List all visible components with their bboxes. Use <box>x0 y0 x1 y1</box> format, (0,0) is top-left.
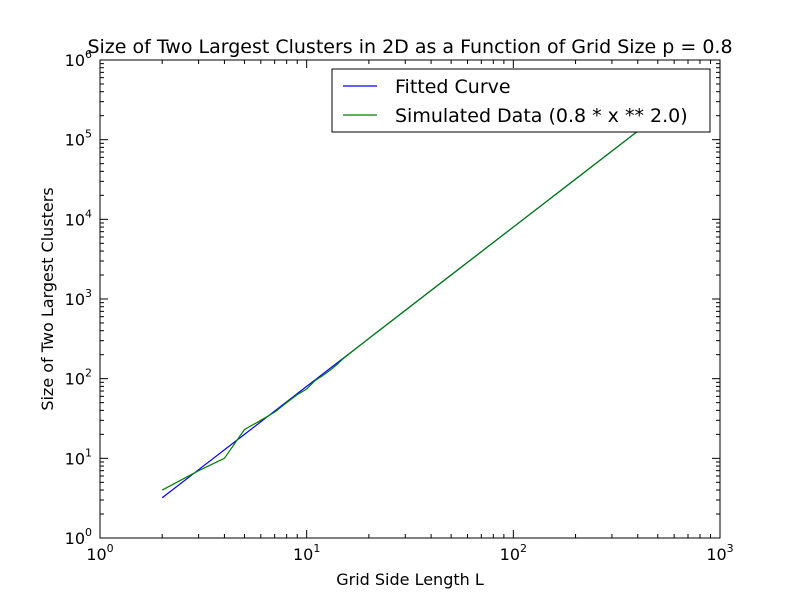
x-axis-label: Grid Side Length L <box>336 570 484 589</box>
series-line-simulated-data-0-8-x-2-0 <box>161 115 659 491</box>
y-tick-label: 102 <box>65 367 92 389</box>
y-tick-label: 103 <box>65 287 92 309</box>
ticks-layer: 100 101 102 103 100 101 102 103 104 105 106 <box>65 48 734 564</box>
legend: Fitted Curve Simulated Data (0.8 * x ** … <box>331 68 711 133</box>
x-tick-label: 103 <box>706 542 733 564</box>
x-tick-label: 101 <box>293 542 320 564</box>
plot-area <box>100 60 720 538</box>
x-tick-label: 100 <box>86 542 113 564</box>
series-layer <box>161 115 659 499</box>
y-tick-label: 104 <box>65 207 92 229</box>
y-tick-label: 106 <box>65 48 92 70</box>
y-axis-label: Size of Two Largest Clusters <box>38 187 57 410</box>
legend-label-fitted-curve: Fitted Curve <box>395 76 511 98</box>
y-tick-label: 105 <box>65 128 92 150</box>
x-tick-label: 102 <box>500 542 527 564</box>
legend-frame <box>331 68 711 133</box>
chart-title: Size of Two Largest Clusters in 2D as a … <box>87 36 732 58</box>
legend-label-simulated-data: Simulated Data (0.8 * x ** 2.0) <box>395 105 688 127</box>
y-tick-label: 101 <box>65 446 92 468</box>
y-tick-label: 100 <box>65 526 92 548</box>
